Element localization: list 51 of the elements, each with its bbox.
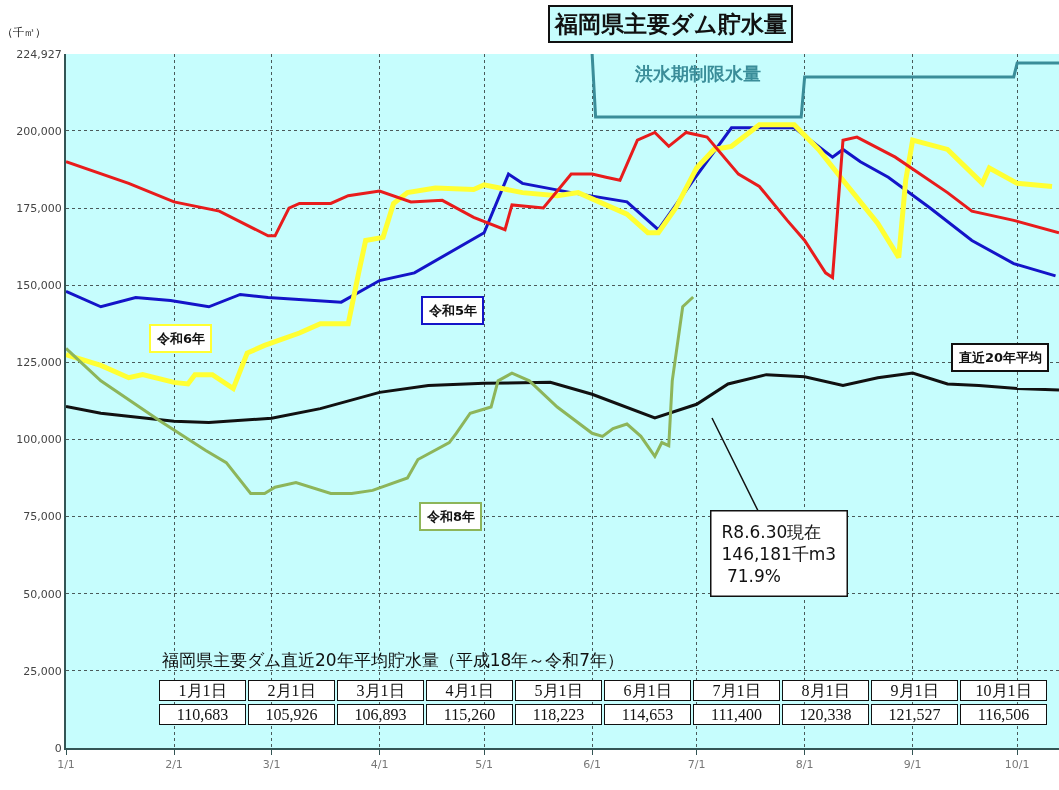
y-axis-title: （千㎥）	[2, 26, 46, 39]
annotation: R8.6.30現在 146,181千m3 71.9%	[721, 521, 837, 586]
x-tick-label: 1/1	[57, 758, 75, 772]
text: 令和8年	[426, 509, 476, 524]
y-tick-label: 25,000	[23, 664, 62, 678]
text: 令和5年	[428, 303, 478, 318]
chart-title: 福岡県主要ダム貯水量	[554, 11, 787, 37]
y-tick-label: 224,927	[16, 47, 62, 61]
text: 令和6年	[156, 331, 206, 346]
annotation: 2月1日	[267, 682, 316, 699]
annotation: 4月1日	[445, 682, 494, 699]
annotation: 110,683	[176, 706, 229, 723]
annotation: 10月1日	[975, 682, 1032, 699]
series-label: 洪水期制限水量	[634, 63, 761, 84]
annotation: 7月1日	[712, 682, 761, 699]
y-tick-label: 150,000	[16, 279, 62, 293]
annotation: 115,260	[443, 706, 496, 723]
annotation: 114,653	[621, 706, 674, 723]
x-tick-label: 6/1	[583, 758, 601, 772]
annotation: 6月1日	[623, 682, 672, 699]
annotation: 111,400	[711, 706, 762, 723]
series-label: 直近20年平均	[958, 350, 1043, 365]
x-tick-label: 7/1	[687, 758, 706, 772]
y-tick-label: 100,000	[16, 433, 62, 447]
annotation: 5月1日	[534, 682, 583, 699]
annotation: 116,506	[977, 706, 1030, 723]
annotation: 120,338	[799, 706, 852, 723]
y-tick-label: 200,000	[16, 124, 62, 138]
x-tick-label: 2/1	[165, 758, 183, 772]
x-tick-label: 9/1	[903, 758, 922, 772]
y-tick-label: 0	[54, 741, 62, 755]
x-tick-label: 4/1	[370, 758, 389, 772]
annotation: 106,893	[354, 706, 407, 723]
y-tick-label: 75,000	[23, 510, 62, 524]
annotation: 8月1日	[801, 682, 850, 699]
line-series	[66, 295, 695, 495]
x-tick-label: 8/1	[795, 758, 814, 772]
annotation: 121,527	[888, 706, 941, 723]
x-tick-label: 10/1	[1004, 758, 1030, 772]
annotation: 118,223	[532, 706, 585, 723]
annotation: 9月1日	[890, 682, 939, 699]
x-tick-label: 3/1	[262, 758, 281, 772]
annotation: 福岡県主要ダム直近20年平均貯水量（平成18年～令和7年）	[162, 650, 625, 670]
line-series	[590, 54, 1059, 119]
x-tick-label: 5/1	[475, 758, 493, 772]
y-tick-label: 175,000	[16, 201, 62, 215]
annotation: 1月1日	[178, 682, 227, 699]
annotation: 3月1日	[356, 682, 405, 699]
y-tick-label: 125,000	[16, 356, 62, 370]
annotation: 105,926	[265, 706, 318, 723]
y-tick-label: 50,000	[23, 587, 62, 601]
